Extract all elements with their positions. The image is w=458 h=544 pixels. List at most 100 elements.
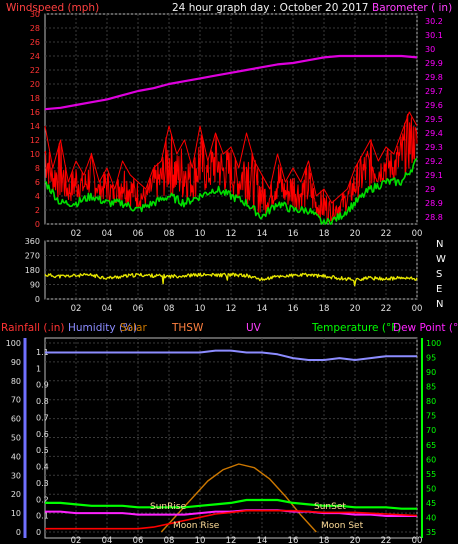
wind-y-tick: 24: [30, 52, 40, 61]
direction-x-tick: 12: [226, 304, 237, 314]
climate-x-tick: 08: [164, 536, 175, 544]
humidity-y-tick: 20: [11, 490, 21, 499]
wind-x-tick: 16: [288, 229, 299, 239]
direction-x-tick: 18: [319, 304, 330, 314]
legend-uv: UV: [246, 322, 262, 334]
direction-y-tick: 180: [25, 266, 40, 275]
direction-panel-series: [44, 272, 418, 287]
climate-x-tick: 20: [350, 536, 361, 544]
wind-y-tick: 6: [35, 178, 40, 187]
compass-label: W: [436, 254, 446, 265]
temperature-y-tick: 45: [426, 499, 436, 508]
direction-x-tick: 06: [133, 304, 144, 314]
wind-y-tick: 4: [35, 192, 40, 201]
direction-y-tick: 0: [35, 295, 40, 304]
climate-x-tick: 10: [195, 536, 206, 544]
humidity-y-tick: 0: [16, 528, 21, 537]
wind-panel-axes: 02468101214161820222426283028.828.92929.…: [30, 10, 443, 239]
wind-x-tick: 00: [412, 229, 423, 239]
temperature-y-tick: 50: [426, 484, 436, 493]
temperature-y-tick: 90: [426, 368, 436, 377]
temperature-y-tick: 60: [426, 455, 436, 464]
rainfall-y-tick: 0.9: [36, 381, 49, 390]
sunrise-label: SunRise: [150, 502, 187, 512]
graph-title: 24 hour graph day : October 20 2017: [172, 2, 368, 14]
rainfall-line: [45, 509, 418, 530]
wind-x-tick: 06: [133, 229, 144, 239]
barometer-y-tick: 29.7: [425, 87, 443, 96]
direction-x-tick: 14: [257, 304, 268, 314]
legend-dew-point: Dew Point (°F: [393, 322, 458, 334]
legend-rainfall: Rainfall (.in): [1, 322, 64, 334]
humidity-y-tick: 100: [6, 339, 21, 348]
moonset-label: Moon Set: [321, 521, 364, 531]
barometer-y-tick: 29.3: [425, 143, 443, 152]
barometer-y-tick: 28.9: [425, 199, 443, 208]
wind-y-tick: 20: [30, 80, 40, 89]
compass-label: S: [436, 269, 442, 280]
climate-x-tick: 16: [288, 536, 299, 544]
humidity-y-tick: 50: [11, 434, 21, 443]
climate-x-tick: 04: [102, 536, 113, 544]
humidity-y-tick: 70: [11, 396, 21, 405]
wind-speed-line: [44, 113, 418, 223]
barometer-line: [44, 54, 418, 111]
wind-y-tick: 22: [30, 66, 40, 75]
wind-x-tick: 22: [381, 229, 392, 239]
compass-label: E: [436, 284, 442, 295]
wind-y-tick: 14: [30, 122, 40, 131]
direction-x-tick: 00: [412, 304, 423, 314]
wind-x-tick: 08: [164, 229, 175, 239]
direction-x-tick: 22: [381, 304, 392, 314]
humidity-y-tick: 40: [11, 452, 21, 461]
climate-x-tick: 14: [257, 536, 268, 544]
humidity-y-tick: 60: [11, 415, 21, 424]
temperature-line: [45, 498, 417, 510]
barometer-y-tick: 29.6: [425, 101, 443, 110]
humidity-y-tick: 10: [11, 509, 21, 518]
legend-temperature: Temperature (°F): [311, 322, 401, 334]
compass-label: N: [436, 299, 443, 310]
barometer-y-tick: 29.2: [425, 157, 443, 166]
wind-y-tick: 12: [30, 136, 40, 145]
rainfall-y-tick: 0.8: [36, 397, 49, 406]
wind-y-tick: 26: [30, 38, 40, 47]
temperature-y-tick: 70: [426, 426, 436, 435]
direction-y-tick: 270: [25, 252, 40, 261]
wind-x-tick: 18: [319, 229, 330, 239]
barometer-y-tick: 28.8: [425, 213, 443, 222]
climate-x-tick: 22: [381, 536, 392, 544]
climate-panel-axes: 010203040506070809010000.10.20.30.40.50.…: [6, 338, 441, 544]
climate-x-tick: 02: [71, 536, 82, 544]
legend-humidity: Humidity (%): [68, 322, 137, 334]
rainfall-y-tick: 0.3: [36, 479, 49, 488]
climate-x-tick: 06: [133, 536, 144, 544]
sunset-label: SunSet: [314, 502, 346, 512]
rainfall-y-tick: 0.2: [36, 495, 49, 504]
wind-y-tick: 2: [35, 206, 40, 215]
rainfall-y-tick: 1: [36, 364, 41, 373]
barometer-y-tick: 29: [425, 185, 435, 194]
wind-gust-line: [44, 111, 418, 204]
wind-x-tick: 20: [350, 229, 361, 239]
barometer-y-tick: 30.1: [425, 31, 443, 40]
temperature-y-tick: 55: [426, 470, 436, 479]
direction-y-tick: 90: [30, 281, 40, 290]
climate-panel-grid: [45, 338, 418, 538]
barometer-y-tick: 29.5: [425, 115, 443, 124]
climate-x-tick: 18: [319, 536, 330, 544]
temperature-y-tick: 75: [426, 412, 436, 421]
barometer-y-tick: 29.8: [425, 73, 443, 82]
direction-x-tick: 04: [102, 304, 113, 314]
climate-x-tick: 00: [412, 536, 423, 544]
temperature-y-tick: 100: [426, 339, 441, 348]
rainfall-y-tick: 0.4: [36, 463, 49, 472]
rainfall-y-tick: 0.6: [36, 430, 49, 439]
wind-y-tick: 16: [30, 108, 40, 117]
barometer-y-tick: 29.9: [425, 59, 443, 68]
wind-panel-series: [44, 54, 418, 225]
temperature-y-tick: 95: [426, 354, 436, 363]
wind-x-tick: 12: [226, 229, 237, 239]
